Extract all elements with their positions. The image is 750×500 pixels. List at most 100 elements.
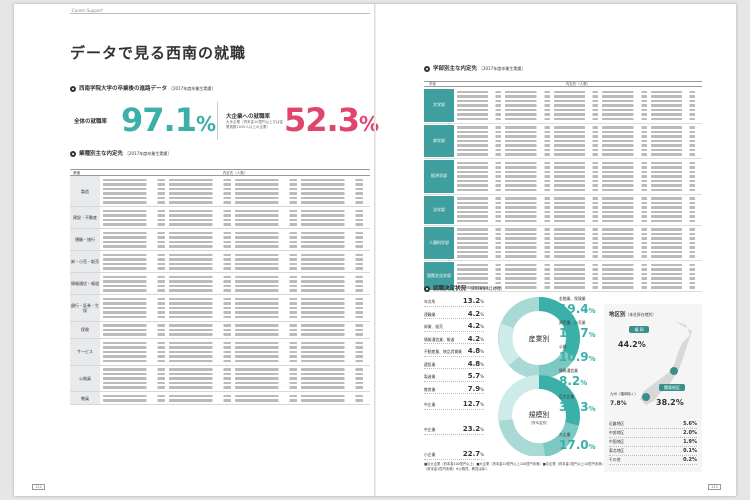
stat-value: 12.7% (462, 400, 484, 408)
company-entry (505, 99, 550, 102)
company-entry (235, 192, 297, 195)
company-entry (457, 272, 502, 275)
company-entry (602, 201, 647, 204)
company-entry (602, 90, 647, 93)
region-name: 中国地区 (609, 439, 625, 444)
stat-label: 卸売業、小売業 (559, 320, 586, 325)
faculty-row: 法学部 (424, 195, 702, 226)
company-entry (457, 210, 502, 213)
employment-rate-label: 全体の就職率 (74, 119, 108, 125)
company-entry (650, 130, 695, 133)
company-entry (169, 258, 231, 261)
company-entry (301, 306, 363, 309)
company-entry (553, 197, 599, 200)
scale-donut (498, 375, 580, 456)
stat-label: 運輸業 (424, 311, 436, 317)
company-entry (650, 215, 695, 218)
region-list: 近畿地区 5.6% 中部地区 2.0% 中国地区 1.9% 東北地区 0.1% その他 0.2% (609, 420, 697, 465)
company-entry (301, 192, 363, 195)
industry-stat-row: 教育業 7.9% (424, 382, 484, 394)
company-entry (650, 286, 695, 289)
fukuoka-value: 44.2% (618, 340, 646, 349)
col-faculty: 学部 (429, 82, 436, 86)
company-entry (553, 277, 599, 280)
company-entry (602, 277, 647, 280)
company-entry (457, 135, 502, 138)
company-entry (235, 245, 297, 248)
company-entry (103, 236, 165, 239)
kanto-badge: 関東地区 (659, 384, 685, 391)
company-entry (602, 179, 647, 182)
region-name: 東北地区 (609, 448, 625, 453)
company-entry (602, 210, 647, 213)
company-entry (301, 245, 363, 248)
company-entry (650, 126, 695, 129)
company-entry (602, 153, 647, 156)
company-entry (235, 236, 297, 239)
company-entry (650, 148, 695, 151)
company-entry (235, 399, 297, 402)
company-entry (602, 232, 647, 235)
company-entry (602, 130, 647, 133)
region-row: 東北地区 0.1% (609, 447, 697, 456)
company-entry (505, 246, 550, 249)
company-entry (650, 161, 695, 164)
company-entry (169, 209, 231, 212)
company-entry (457, 113, 502, 116)
company-entry (301, 187, 363, 190)
company-entry (553, 108, 599, 111)
industry-right-stat: 情報通信業 8.2% (559, 368, 599, 388)
industry-company-list (100, 295, 370, 321)
company-entry (505, 104, 550, 107)
industry-row: 製造 (70, 176, 370, 207)
page-number-left: 124 (32, 484, 45, 490)
company-entry (553, 281, 599, 284)
industry-name: サービス (70, 339, 100, 365)
company-entry (457, 250, 502, 253)
page-number-right: 125 (708, 484, 721, 490)
company-entry (553, 139, 599, 142)
industry-name: 教員 (70, 392, 100, 404)
company-entry (553, 246, 599, 249)
col-companies: 内定先（人数） (565, 82, 591, 86)
company-entry (650, 179, 695, 182)
company-entry (602, 104, 647, 107)
major-rate-value: 52.3% (284, 101, 379, 139)
kyushu-other-label: 九州（福岡除く） (610, 392, 638, 396)
company-entry (602, 250, 647, 253)
company-entry (235, 359, 297, 362)
company-entry (301, 355, 363, 358)
company-entry (650, 153, 695, 156)
company-entry (169, 267, 231, 270)
faculty-name: 文学部 (424, 89, 454, 122)
company-entry (169, 399, 231, 402)
company-entry (505, 268, 550, 271)
company-entry (553, 263, 599, 266)
company-entry (301, 372, 363, 375)
company-entry (650, 175, 695, 178)
company-entry (235, 178, 297, 181)
stat-label: 小企業 (424, 452, 436, 457)
stat-label: 製造業 (424, 374, 436, 379)
company-entry (553, 241, 599, 244)
company-entry (103, 214, 165, 217)
company-entry (602, 148, 647, 151)
company-entry (301, 240, 363, 243)
company-entry (505, 153, 550, 156)
company-entry (505, 108, 550, 111)
company-entry (103, 346, 165, 349)
stat-value: 5.7% (467, 372, 484, 380)
company-entry (103, 253, 165, 256)
company-entry (505, 188, 550, 191)
stat-value: 4.8% (467, 347, 484, 355)
industry-name: 公務員 (70, 365, 100, 391)
company-entry (235, 315, 297, 318)
company-entry (301, 346, 363, 349)
region-row: 近畿地区 5.6% (609, 420, 697, 429)
company-entry (235, 209, 297, 212)
company-entry (301, 381, 363, 384)
company-entry (169, 289, 231, 292)
region-value: 2.0% (683, 430, 697, 436)
stat-label: 建設業 (424, 361, 436, 367)
brochure-spread: Career Support データで見る西南の就職 西南学院大学の卒業後の進路… (14, 4, 736, 496)
